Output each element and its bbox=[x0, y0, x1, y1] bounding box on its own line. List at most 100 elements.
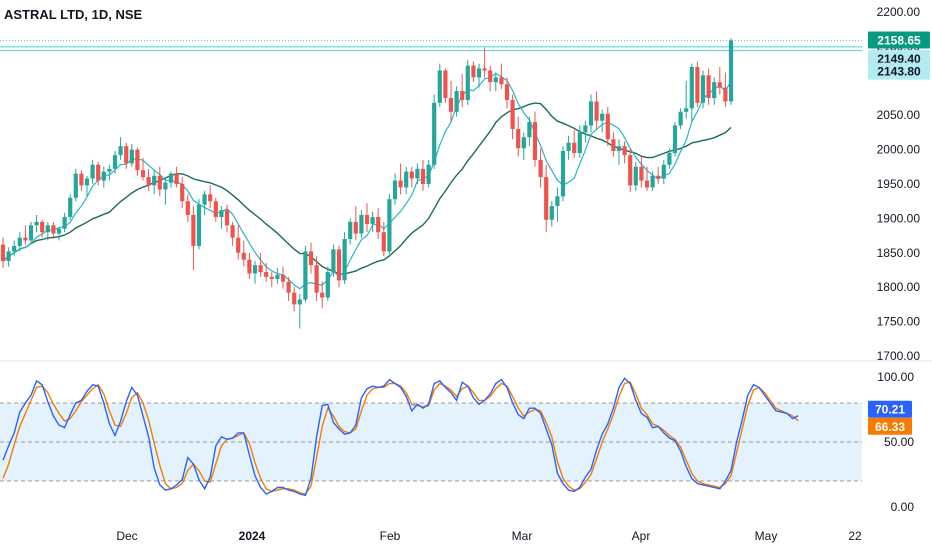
candle[interactable] bbox=[258, 252, 263, 277]
candle[interactable] bbox=[521, 132, 526, 160]
candle[interactable] bbox=[426, 159, 431, 188]
candle[interactable] bbox=[73, 168, 78, 202]
candle[interactable] bbox=[460, 73, 465, 107]
candle[interactable] bbox=[336, 245, 342, 288]
candle[interactable] bbox=[387, 194, 392, 255]
candle[interactable] bbox=[712, 77, 717, 105]
candle[interactable] bbox=[448, 80, 454, 123]
price-pane[interactable]: 2200.002150.002050.002000.001950.001900.… bbox=[0, 5, 932, 363]
candle[interactable] bbox=[331, 244, 336, 277]
candle[interactable] bbox=[241, 240, 246, 267]
candle[interactable] bbox=[146, 168, 151, 191]
candle[interactable] bbox=[661, 159, 666, 184]
candle[interactable] bbox=[359, 210, 364, 238]
candle[interactable] bbox=[476, 63, 482, 88]
candle[interactable] bbox=[348, 218, 353, 245]
candle[interactable] bbox=[560, 146, 566, 202]
candle[interactable] bbox=[516, 116, 521, 157]
candle[interactable] bbox=[180, 177, 185, 209]
candle[interactable] bbox=[376, 208, 381, 240]
candle[interactable] bbox=[28, 221, 34, 245]
candle[interactable] bbox=[454, 86, 459, 117]
candle[interactable] bbox=[308, 242, 314, 274]
candle[interactable] bbox=[684, 80, 689, 119]
candle[interactable] bbox=[6, 247, 11, 267]
candle[interactable] bbox=[572, 130, 577, 158]
candle[interactable] bbox=[230, 221, 235, 246]
candle[interactable] bbox=[723, 72, 728, 107]
candle[interactable] bbox=[96, 161, 101, 186]
candle[interactable] bbox=[129, 144, 134, 167]
candle[interactable] bbox=[62, 212, 67, 233]
candle[interactable] bbox=[717, 67, 722, 95]
candle[interactable] bbox=[622, 141, 627, 164]
candle[interactable] bbox=[437, 63, 442, 107]
candle[interactable] bbox=[269, 272, 274, 288]
candle[interactable] bbox=[616, 139, 622, 165]
candle[interactable] bbox=[140, 157, 146, 181]
candle[interactable] bbox=[443, 68, 448, 103]
candle[interactable] bbox=[84, 175, 90, 197]
candle[interactable] bbox=[482, 47, 487, 78]
candle[interactable] bbox=[0, 237, 6, 268]
candle[interactable] bbox=[532, 111, 538, 167]
candle[interactable] bbox=[611, 132, 616, 157]
candle[interactable] bbox=[656, 166, 661, 184]
candle[interactable] bbox=[364, 203, 370, 233]
candle[interactable] bbox=[264, 263, 269, 282]
candle[interactable] bbox=[728, 38, 734, 105]
candle[interactable] bbox=[325, 266, 330, 301]
candle[interactable] bbox=[689, 63, 694, 123]
candle[interactable] bbox=[90, 159, 95, 184]
candle[interactable] bbox=[700, 70, 706, 109]
candle[interactable] bbox=[465, 60, 470, 105]
candle[interactable] bbox=[191, 206, 196, 270]
candle[interactable] bbox=[12, 240, 17, 257]
candle[interactable] bbox=[23, 225, 28, 245]
candle[interactable] bbox=[566, 135, 571, 160]
candle[interactable] bbox=[538, 148, 543, 188]
time-axis[interactable]: Dec 2024 Feb Mar Apr May 22 bbox=[116, 529, 862, 543]
candle[interactable] bbox=[415, 163, 420, 184]
candle[interactable] bbox=[135, 147, 140, 176]
candle[interactable] bbox=[124, 142, 129, 169]
candle[interactable] bbox=[544, 164, 549, 233]
candle[interactable] bbox=[493, 72, 498, 92]
candle[interactable] bbox=[174, 166, 179, 188]
candle[interactable] bbox=[600, 109, 605, 133]
candle[interactable] bbox=[650, 171, 655, 191]
candle[interactable] bbox=[398, 163, 403, 195]
candle[interactable] bbox=[45, 221, 50, 241]
candle[interactable] bbox=[152, 170, 157, 195]
candle[interactable] bbox=[40, 219, 45, 238]
candle[interactable] bbox=[672, 122, 678, 157]
candle[interactable] bbox=[297, 294, 302, 329]
candle[interactable] bbox=[280, 266, 286, 289]
candle[interactable] bbox=[667, 148, 672, 169]
candle[interactable] bbox=[695, 61, 700, 107]
candle[interactable] bbox=[314, 256, 319, 301]
candle[interactable] bbox=[555, 187, 560, 222]
candle[interactable] bbox=[320, 281, 325, 308]
candle[interactable] bbox=[488, 65, 493, 92]
candle[interactable] bbox=[392, 173, 398, 205]
candle[interactable] bbox=[56, 226, 62, 241]
candle[interactable] bbox=[236, 225, 241, 260]
candle[interactable] bbox=[370, 211, 375, 233]
candle[interactable] bbox=[404, 166, 409, 195]
candle[interactable] bbox=[168, 171, 174, 188]
stochastic-pane[interactable]: 100.00 50.00 0.00 70.21 66.33 bbox=[0, 370, 914, 514]
candle[interactable] bbox=[208, 185, 213, 209]
candle[interactable] bbox=[79, 170, 84, 191]
candle[interactable] bbox=[213, 197, 218, 222]
candle[interactable] bbox=[381, 221, 386, 257]
candle[interactable] bbox=[185, 194, 190, 222]
candle[interactable] bbox=[51, 221, 56, 238]
candle[interactable] bbox=[342, 232, 347, 284]
candle[interactable] bbox=[202, 190, 207, 215]
candle[interactable] bbox=[420, 159, 426, 191]
candle[interactable] bbox=[224, 204, 230, 233]
candle[interactable] bbox=[510, 94, 515, 140]
candle[interactable] bbox=[504, 77, 510, 109]
candle[interactable] bbox=[644, 166, 650, 191]
